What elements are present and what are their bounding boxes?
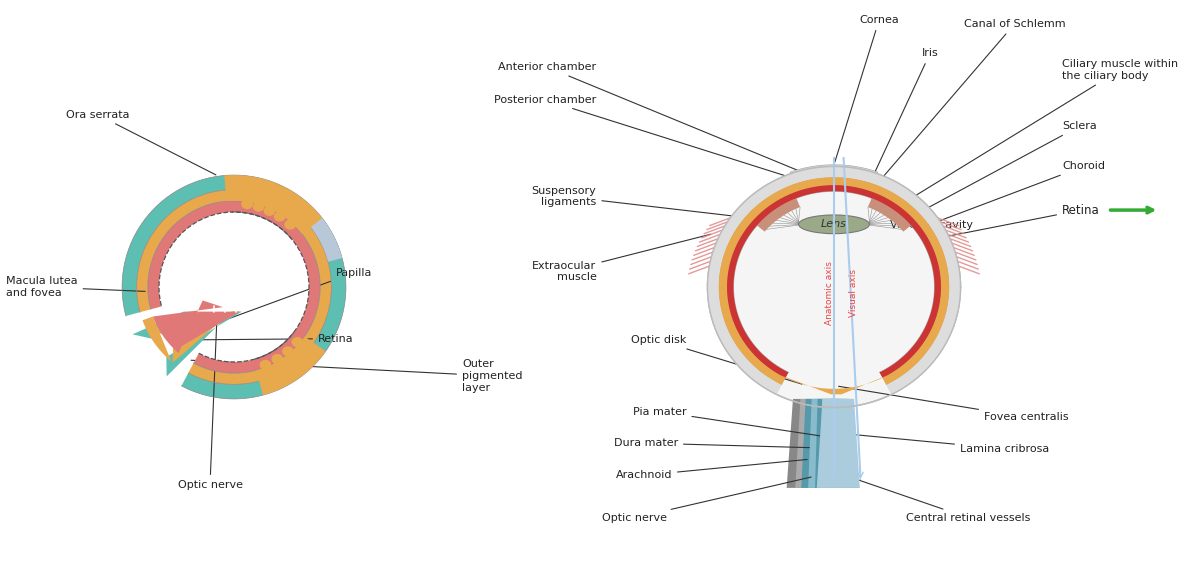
- Text: Pia mater: Pia mater: [632, 406, 820, 436]
- Polygon shape: [826, 399, 839, 488]
- Text: Optic disk: Optic disk: [631, 335, 802, 384]
- Polygon shape: [808, 399, 847, 488]
- Ellipse shape: [264, 206, 275, 216]
- Text: Suspensory
ligaments: Suspensory ligaments: [532, 185, 773, 220]
- Polygon shape: [719, 177, 949, 385]
- Polygon shape: [787, 399, 859, 488]
- Text: Macula lutea
and fovea: Macula lutea and fovea: [6, 276, 145, 298]
- Polygon shape: [308, 215, 342, 262]
- Polygon shape: [790, 165, 878, 179]
- Text: Ora serrata: Ora serrata: [66, 110, 216, 175]
- Text: Ciliary muscle within
the ciliary body: Ciliary muscle within the ciliary body: [905, 59, 1178, 202]
- Polygon shape: [160, 312, 240, 350]
- Text: Dura mater: Dura mater: [613, 438, 810, 448]
- Polygon shape: [224, 175, 323, 234]
- Ellipse shape: [274, 212, 286, 222]
- Polygon shape: [791, 181, 808, 189]
- Text: Posterior chamber: Posterior chamber: [494, 95, 796, 179]
- Polygon shape: [815, 399, 844, 488]
- Ellipse shape: [282, 346, 294, 356]
- Polygon shape: [719, 177, 949, 385]
- Text: Fovea centralis: Fovea centralis: [839, 386, 1069, 422]
- Text: Canal of Schlemm: Canal of Schlemm: [881, 19, 1066, 180]
- Ellipse shape: [241, 199, 253, 209]
- Polygon shape: [802, 399, 852, 488]
- Ellipse shape: [271, 354, 283, 364]
- Text: Arachnoid: Arachnoid: [616, 459, 808, 480]
- Text: Extraocular
muscle: Extraocular muscle: [533, 234, 710, 282]
- Polygon shape: [132, 312, 192, 339]
- Polygon shape: [868, 186, 922, 231]
- Polygon shape: [780, 375, 888, 394]
- Text: Sclera: Sclera: [926, 121, 1097, 209]
- Polygon shape: [817, 399, 860, 488]
- Polygon shape: [257, 336, 325, 395]
- Polygon shape: [148, 201, 320, 373]
- Polygon shape: [708, 166, 960, 394]
- Polygon shape: [860, 181, 877, 189]
- Polygon shape: [143, 316, 172, 362]
- Polygon shape: [727, 185, 941, 378]
- Polygon shape: [137, 189, 331, 385]
- Polygon shape: [122, 175, 346, 399]
- Ellipse shape: [284, 220, 296, 230]
- Polygon shape: [821, 399, 841, 488]
- Polygon shape: [173, 312, 240, 363]
- Text: Anterior chamber: Anterior chamber: [498, 62, 808, 174]
- Ellipse shape: [259, 360, 271, 370]
- Polygon shape: [708, 166, 960, 408]
- Text: Visual axis: Visual axis: [848, 269, 858, 317]
- Text: Retina: Retina: [169, 333, 354, 344]
- Text: Lens: Lens: [821, 219, 847, 230]
- Text: Anatomic axis: Anatomic axis: [824, 261, 834, 325]
- Ellipse shape: [253, 201, 264, 212]
- Polygon shape: [727, 185, 941, 378]
- Polygon shape: [154, 300, 223, 353]
- Polygon shape: [796, 399, 854, 488]
- Text: Outer
pigmented
layer: Outer pigmented layer: [191, 359, 522, 393]
- Text: Optic nerve: Optic nerve: [602, 477, 811, 523]
- Polygon shape: [148, 312, 199, 334]
- Text: Optic nerve: Optic nerve: [178, 313, 242, 490]
- Text: Central retinal vessels: Central retinal vessels: [842, 475, 1031, 523]
- Ellipse shape: [798, 215, 870, 234]
- Text: Vitreous cavity: Vitreous cavity: [890, 220, 973, 230]
- Text: Retina: Retina: [929, 204, 1099, 240]
- Polygon shape: [708, 166, 960, 394]
- Text: Iris: Iris: [870, 48, 938, 184]
- Text: Cornea: Cornea: [835, 15, 899, 162]
- Text: Lamina cribrosa: Lamina cribrosa: [844, 433, 1049, 454]
- Polygon shape: [167, 312, 242, 377]
- Ellipse shape: [292, 337, 304, 347]
- Text: Papilla: Papilla: [181, 267, 372, 336]
- Polygon shape: [746, 186, 800, 231]
- Text: Choroid: Choroid: [928, 161, 1105, 226]
